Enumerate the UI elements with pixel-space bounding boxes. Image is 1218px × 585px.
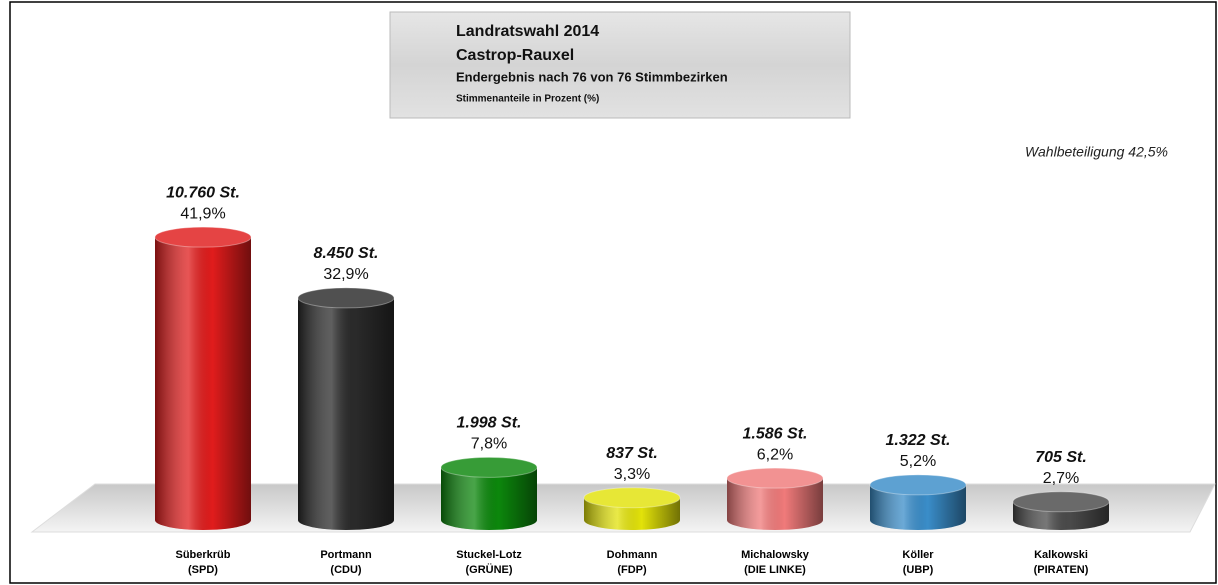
value-label: 5,2% xyxy=(900,453,936,470)
bar-top-light xyxy=(441,457,537,478)
value-label: 6,2% xyxy=(757,446,793,463)
bar-top xyxy=(583,487,681,509)
x-tick-label: Portmann xyxy=(320,549,372,561)
chart-subtitle: Endergebnis nach 76 von 76 Stimmbezirken xyxy=(456,69,728,84)
bar-shade xyxy=(155,237,251,531)
vote-label: 1.586 St. xyxy=(743,425,808,442)
x-tick-label: (UBP) xyxy=(903,564,934,576)
bar-top xyxy=(869,474,967,496)
bar-shade xyxy=(298,297,394,530)
bar-top xyxy=(1012,491,1110,513)
bar-top-light xyxy=(584,487,680,508)
bar-shade xyxy=(727,478,823,530)
chart-title: Landratswahl 2014 xyxy=(456,23,599,40)
title-box xyxy=(389,11,851,119)
x-tick-label: Süberkrüb xyxy=(175,549,230,561)
frame xyxy=(9,1,1217,584)
bar-shade xyxy=(441,467,537,530)
x-tick-label: (PIRATEN) xyxy=(1034,564,1089,576)
bar-top-light xyxy=(727,468,823,489)
bar-shade xyxy=(870,484,966,530)
x-tick-label: Michalowsky xyxy=(741,549,810,561)
x-tick-label: (GRÜNE) xyxy=(465,563,512,576)
vote-label: 705 St. xyxy=(1035,449,1087,466)
value-label: 2,7% xyxy=(1043,470,1079,487)
bar-top-light xyxy=(870,474,966,495)
vote-label: 10.760 St. xyxy=(166,184,240,201)
bar-top xyxy=(726,467,824,489)
x-tick-label: (FDP) xyxy=(617,564,647,576)
x-tick-label: (DIE LINKE) xyxy=(744,564,806,576)
vote-label: 1.322 St. xyxy=(886,432,951,449)
value-label: 7,8% xyxy=(471,436,507,453)
chart-title: Castrop-Rauxel xyxy=(456,47,574,64)
x-tick-label: Dohmann xyxy=(607,549,658,561)
vote-label: 1.998 St. xyxy=(457,415,522,432)
bar-top xyxy=(297,287,395,309)
x-tick-label: (SPD) xyxy=(188,564,218,576)
chart-subtitle: Stimmenanteile in Prozent (%) xyxy=(456,94,599,105)
bar-top xyxy=(440,456,538,478)
value-label: 3,3% xyxy=(614,466,650,483)
bar-top-light xyxy=(155,227,251,248)
x-tick-label: Kalkowski xyxy=(1034,549,1088,561)
x-tick-label: Köller xyxy=(902,549,934,561)
x-tick-label: (CDU) xyxy=(330,564,361,576)
bar-top xyxy=(154,226,252,248)
x-tick-label: Stuckel-Lotz xyxy=(456,549,522,561)
value-label: 32,9% xyxy=(323,266,368,283)
vote-label: 837 St. xyxy=(606,445,658,462)
vote-label: 8.450 St. xyxy=(314,245,379,262)
bar-top-light xyxy=(298,287,394,308)
value-label: 41,9% xyxy=(180,205,225,222)
annotation: Wahlbeteiligung 42,5% xyxy=(1025,144,1168,160)
bar-top-light xyxy=(1013,491,1109,512)
